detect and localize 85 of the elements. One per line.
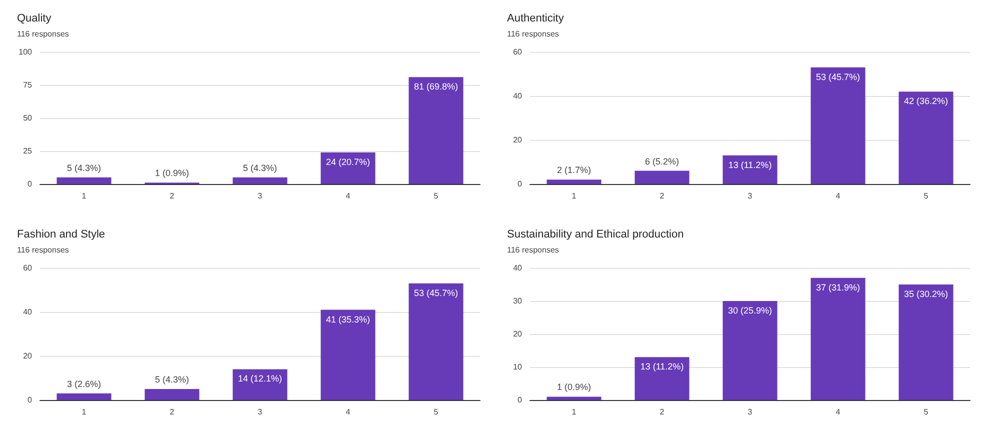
bar: [56, 177, 112, 184]
data-label: 53 (45.7%): [414, 288, 458, 298]
x-tick-label: 4: [836, 192, 841, 200]
data-label: 14 (12.1%): [238, 374, 282, 384]
chart-title: Quality: [17, 12, 52, 24]
bar: [634, 357, 690, 400]
chart-title: Fashion and Style: [17, 228, 106, 240]
y-tick-label: 30: [513, 296, 523, 306]
x-tick-label: 5: [924, 408, 929, 416]
bar: [810, 67, 866, 184]
y-tick-label: 20: [513, 136, 523, 144]
y-tick-label: 40: [513, 92, 523, 100]
data-label: 42 (36.2%): [904, 96, 948, 106]
data-label: 2 (1.7%): [556, 165, 592, 176]
chart-title: Sustainability and Ethical production: [507, 228, 684, 240]
y-tick-label: 75: [23, 80, 33, 90]
y-tick-label: 40: [513, 264, 523, 272]
bar: [898, 92, 954, 184]
bar: [320, 152, 376, 184]
y-tick-label: 20: [23, 352, 33, 360]
bar: [722, 301, 778, 400]
x-tick-label: 3: [258, 408, 263, 416]
bar: [56, 393, 112, 400]
data-label: 3 (2.6%): [66, 378, 102, 389]
y-tick-label: 0: [28, 180, 33, 188]
bar: [546, 180, 602, 184]
data-label: 1 (0.9%): [154, 168, 190, 178]
chart-title: Authenticity: [507, 12, 564, 24]
data-label: 6 (5.2%): [644, 156, 680, 166]
x-tick-label: 4: [836, 408, 841, 416]
x-tick-label: 2: [660, 192, 665, 200]
data-label: 13 (11.2%): [728, 160, 772, 170]
x-tick-label: 3: [748, 408, 753, 416]
bar: [232, 369, 288, 400]
bar: [408, 283, 464, 400]
x-tick-label: 3: [258, 192, 263, 200]
x-tick-label: 2: [170, 192, 175, 200]
y-tick-label: 0: [518, 396, 523, 404]
y-tick-label: 25: [23, 146, 33, 156]
bar: [546, 396, 602, 400]
bar: [232, 177, 288, 184]
data-label: 1 (0.9%): [556, 382, 592, 392]
x-tick-label: 1: [572, 192, 577, 200]
data-label: 5 (4.3%): [154, 374, 190, 384]
y-tick-label: 20: [513, 330, 523, 338]
data-label: 13 (11.2%): [640, 362, 684, 372]
data-label: 35 (30.2%): [904, 289, 948, 299]
bar: [320, 310, 376, 400]
y-tick-label: 60: [23, 264, 33, 272]
chart-subtitle: 116 responses: [17, 30, 69, 38]
x-tick-label: 1: [572, 408, 577, 416]
y-tick-label: 60: [513, 48, 523, 56]
data-label: 53 (45.7%): [816, 72, 860, 82]
x-tick-label: 2: [170, 408, 175, 416]
x-tick-label: 5: [924, 192, 929, 200]
x-tick-label: 4: [346, 192, 351, 200]
x-tick-label: 5: [434, 192, 439, 200]
data-label: 41 (35.3%): [326, 314, 370, 324]
data-label: 5 (4.3%): [66, 162, 102, 173]
bar: [810, 278, 866, 400]
x-tick-label: 1: [82, 408, 87, 416]
data-label: 24 (20.7%): [326, 156, 370, 167]
x-tick-label: 1: [82, 192, 87, 200]
bar: [722, 155, 778, 184]
bar: [898, 284, 954, 400]
data-label: 5 (4.3%): [242, 162, 278, 173]
y-tick-label: 10: [513, 362, 523, 372]
y-tick-label: 0: [28, 396, 33, 404]
x-tick-label: 3: [748, 192, 753, 200]
chart-subtitle: 116 responses: [17, 246, 69, 254]
y-tick-label: 40: [23, 308, 33, 316]
y-tick-label: 100: [18, 48, 33, 56]
bar: [408, 77, 464, 184]
y-tick-label: 50: [23, 114, 33, 122]
bar: [144, 389, 200, 400]
chart-subtitle: 116 responses: [507, 30, 559, 38]
bar: [634, 170, 690, 184]
data-label: 37 (31.9%): [816, 282, 860, 292]
x-tick-label: 4: [346, 408, 351, 416]
chart-subtitle: 116 responses: [507, 246, 559, 254]
data-label: 81 (69.8%): [414, 82, 458, 92]
y-tick-label: 0: [518, 180, 523, 188]
x-tick-label: 2: [660, 408, 665, 416]
x-tick-label: 5: [434, 408, 439, 416]
data-label: 30 (25.9%): [728, 306, 772, 316]
